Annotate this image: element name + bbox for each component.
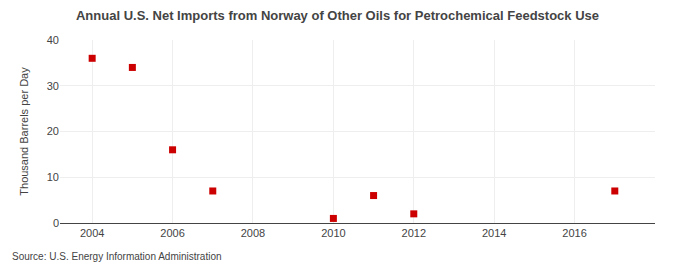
svg-text:2014: 2014 [482,227,506,239]
svg-text:20: 20 [47,125,59,137]
svg-text:2006: 2006 [160,227,184,239]
svg-text:2004: 2004 [80,227,104,239]
svg-text:2012: 2012 [402,227,426,239]
svg-text:2010: 2010 [321,227,345,239]
svg-text:30: 30 [47,80,59,92]
svg-text:0: 0 [53,217,59,229]
svg-text:2008: 2008 [241,227,265,239]
svg-text:Annual U.S. Net Imports from N: Annual U.S. Net Imports from Norway of O… [76,8,599,23]
svg-text:40: 40 [47,34,59,46]
svg-text:10: 10 [47,171,59,183]
svg-text:2016: 2016 [562,227,586,239]
svg-text:Thousand Barrels per Day: Thousand Barrels per Day [18,67,30,196]
svg-text:Source: U.S. Energy Informatio: Source: U.S. Energy Information Administ… [12,251,222,262]
